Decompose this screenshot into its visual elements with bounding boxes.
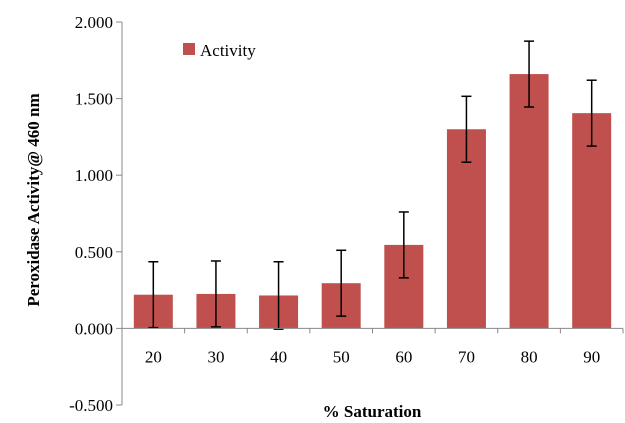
x-axis-title: % Saturation [323,402,422,421]
y-tick-label: -0.500 [69,396,113,415]
category-label: 60 [395,347,412,366]
legend-swatch [183,43,195,55]
category-label: 50 [333,347,350,366]
y-axis-ticks: -0.500 0.000 0.500 1.000 1.500 2.000 [69,13,122,415]
category-label: 70 [458,347,475,366]
y-tick-label: 2.000 [75,13,113,32]
legend-label: Activity [200,41,256,60]
category-label: 80 [521,347,538,366]
category-label: 90 [583,347,600,366]
category-label: 40 [270,347,287,366]
x-axis-categories: 20 30 40 50 60 70 80 90 [145,328,624,366]
y-tick-label: 1.500 [75,90,113,109]
y-axis-title: Peroxidase Activity@ 460 nm [24,93,43,306]
y-tick-label: 1.000 [75,166,113,185]
y-tick-label: 0.500 [75,243,113,262]
bar [509,74,549,329]
category-label: 30 [207,347,224,366]
y-tick-label: 0.000 [75,319,113,338]
legend: Activity [183,41,256,60]
category-label: 20 [145,347,162,366]
plot-marks [133,40,612,330]
bar [572,113,612,329]
